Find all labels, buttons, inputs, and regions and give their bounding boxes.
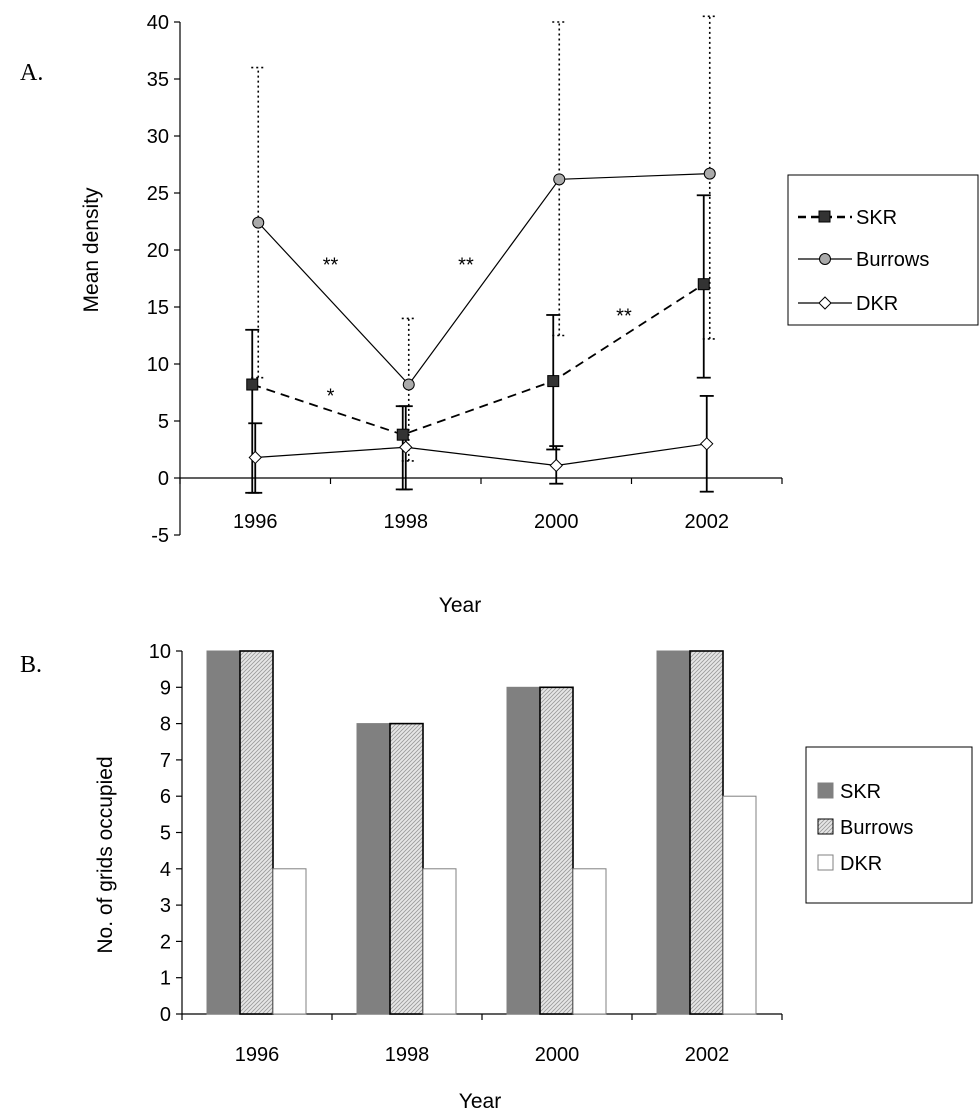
- bar-burrows: [539, 686, 574, 1015]
- x-tick-label: 2000: [534, 511, 579, 533]
- bar-skr: [356, 723, 391, 1015]
- panel-b-x-axis-title: Year: [459, 1090, 501, 1113]
- panel-b-legend-box: [805, 746, 973, 904]
- data-point-skr: [547, 375, 560, 388]
- y-tick-label: 9: [160, 677, 171, 699]
- x-tick-label: 2000: [535, 1044, 580, 1066]
- data-point-burrows: [402, 378, 415, 391]
- bar-dkr: [272, 868, 307, 1015]
- bar-burrows: [239, 650, 274, 1015]
- y-tick-label: 5: [160, 823, 171, 845]
- panel-b-legend: SKR Burrows DKR: [805, 746, 973, 904]
- legend-swatch-dkr: [817, 854, 834, 871]
- legend-item-skr: SKR: [798, 207, 897, 229]
- panel-a-legend-box: [787, 174, 979, 326]
- data-point-skr: [246, 378, 259, 391]
- y-tick-label: 30: [147, 126, 169, 148]
- data-point-dkr: [700, 437, 714, 451]
- panel-a-y-axis-title: Mean density: [80, 187, 103, 312]
- y-tick-label: 1: [160, 968, 171, 990]
- bar-dkr: [722, 795, 757, 1015]
- bar-dkr: [572, 868, 607, 1015]
- legend-item-burrows: Burrows: [798, 249, 929, 271]
- y-tick-label: 7: [160, 750, 171, 772]
- significance-annotation: **: [323, 254, 339, 276]
- y-tick-label: -5: [151, 525, 169, 547]
- data-point-burrows: [553, 173, 566, 186]
- legend-label-burrows: Burrows: [856, 249, 929, 271]
- x-tick-label: 2002: [685, 1044, 730, 1066]
- data-point-skr: [697, 278, 710, 291]
- x-tick-label: 1998: [384, 511, 429, 533]
- panel-a-label: A.: [20, 60, 43, 86]
- y-tick-label: 0: [160, 1004, 171, 1026]
- panel-a-legend: SKR Burrows DKR: [787, 174, 979, 326]
- bar-dkr: [422, 868, 457, 1015]
- legend-item-skr: SKR: [817, 781, 881, 803]
- bar-burrows: [389, 722, 424, 1015]
- x-tick-label: 2002: [685, 511, 730, 533]
- data-point-skr: [396, 428, 409, 441]
- y-tick-label: 2: [160, 931, 171, 953]
- data-point-burrows: [252, 216, 265, 229]
- y-tick-label: 0: [158, 468, 169, 490]
- y-tick-label: 10: [149, 641, 171, 663]
- y-tick-label: 10: [147, 354, 169, 376]
- legend-swatch-skr: [817, 782, 834, 799]
- legend-diamond-marker: [818, 296, 832, 310]
- y-tick-label: 6: [160, 786, 171, 808]
- legend-label-skr: SKR: [856, 207, 897, 229]
- data-point-burrows: [703, 167, 716, 180]
- panel-b-y-axis-title: No. of grids occupied: [94, 756, 117, 953]
- legend-label-dkr: DKR: [856, 293, 898, 315]
- y-tick-label: 40: [147, 12, 169, 34]
- legend-label-skr: SKR: [840, 781, 881, 803]
- legend-item-dkr: DKR: [817, 853, 882, 875]
- panel-a-x-axis-title: Year: [439, 594, 481, 617]
- y-tick-label: 8: [160, 714, 171, 736]
- data-point-dkr: [248, 450, 262, 465]
- y-tick-label: 5: [158, 411, 169, 433]
- x-tick-label: 1998: [385, 1044, 430, 1066]
- y-tick-label: 4: [160, 859, 171, 881]
- legend-label-burrows: Burrows: [840, 817, 913, 839]
- panel-b-label: B.: [20, 652, 42, 678]
- legend-item-burrows: Burrows: [817, 817, 913, 839]
- legend-item-dkr: DKR: [798, 293, 898, 315]
- series-line-dkr: [255, 443, 707, 467]
- significance-annotation: **: [616, 306, 632, 328]
- panel-b-plot-area: 0 1 2 3 4 5 6 7 8 9 10 1996 1998 2000 2002: [149, 641, 783, 1066]
- significance-annotation: **: [458, 254, 474, 276]
- bar-skr: [656, 650, 691, 1015]
- significance-annotation: *: [327, 386, 335, 408]
- bar-burrows: [689, 650, 724, 1015]
- series-line-skr: [251, 283, 705, 436]
- data-point-dkr: [549, 458, 563, 473]
- legend-square-marker: [818, 210, 831, 223]
- data-point-dkr: [399, 440, 413, 454]
- x-tick-label: 1996: [233, 511, 278, 533]
- y-tick-label: 3: [160, 895, 171, 917]
- bar-skr: [206, 650, 241, 1015]
- y-tick-label: 20: [147, 240, 169, 262]
- legend-circle-marker: [819, 253, 831, 265]
- y-tick-label: 35: [147, 69, 169, 91]
- y-tick-label: 25: [147, 183, 169, 205]
- legend-label-dkr: DKR: [840, 853, 882, 875]
- series-line-burrows: [257, 173, 710, 386]
- panel-b: B. 0 1 2 3 4 5 6 7 8 9 10 1996 1998 2000 2002 No. of g…: [20, 641, 973, 1113]
- x-tick-label: 1996: [235, 1044, 280, 1066]
- bar-skr: [506, 686, 541, 1015]
- legend-swatch-burrows: [817, 818, 834, 835]
- y-tick-label: 15: [147, 297, 169, 319]
